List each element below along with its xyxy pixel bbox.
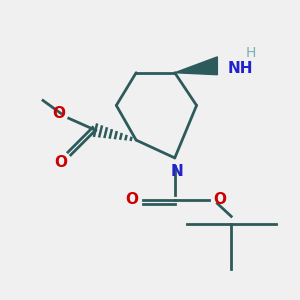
Text: O: O	[213, 192, 226, 207]
Polygon shape	[175, 57, 217, 75]
Text: H: H	[246, 46, 256, 60]
Text: O: O	[52, 106, 65, 121]
Text: NH: NH	[227, 61, 253, 76]
Text: O: O	[126, 192, 139, 207]
Text: O: O	[54, 155, 67, 170]
Text: N: N	[170, 164, 183, 179]
